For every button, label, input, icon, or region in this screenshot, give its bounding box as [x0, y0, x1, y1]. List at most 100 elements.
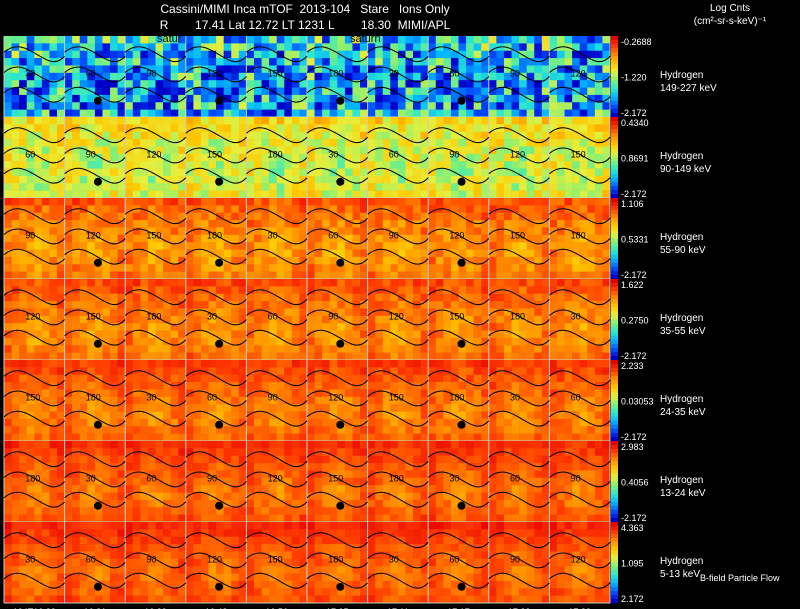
heatmap-cell	[382, 441, 391, 449]
heatmap-cell	[572, 146, 581, 155]
heatmap-cell	[261, 352, 270, 361]
heatmap-cell	[428, 293, 437, 302]
heatmap-cell	[41, 293, 50, 302]
heatmap-cell	[564, 65, 573, 74]
heatmap-cell	[87, 374, 96, 383]
heatmap-cell	[110, 345, 118, 353]
heatmap-cell	[541, 50, 550, 59]
contour-line	[3, 147, 65, 164]
heatmap-cell	[579, 418, 588, 427]
heatmap-cell	[337, 396, 346, 405]
heatmap-cell	[481, 441, 490, 449]
heatmap-cell	[34, 389, 43, 398]
heatmap-cell	[579, 220, 588, 228]
heatmap-cell	[503, 183, 512, 191]
contour-line	[488, 370, 550, 387]
heatmap-cell	[307, 396, 315, 405]
heatmap-cell	[125, 256, 134, 265]
heatmap-cell	[435, 396, 444, 405]
heatmap-cell	[49, 131, 58, 140]
heatmap-cell	[125, 212, 134, 221]
heatmap-cell	[125, 87, 134, 96]
heatmap-cell	[64, 271, 73, 280]
heatmap-cell	[155, 286, 164, 295]
heatmap-cell	[337, 404, 346, 412]
heatmap-cell	[155, 315, 164, 324]
heatmap-cell	[481, 117, 490, 125]
heatmap-cell	[261, 315, 270, 324]
heatmap-cell	[246, 441, 255, 449]
contour-line	[3, 410, 65, 427]
heatmap-cell	[79, 433, 88, 442]
heatmap-cell	[503, 374, 512, 383]
heatmap-cell	[4, 198, 12, 206]
heatmap-cell	[155, 168, 164, 177]
heatmap-cell	[390, 146, 399, 155]
heatmap-cell	[216, 264, 224, 272]
heatmap-cell	[375, 271, 384, 280]
heatmap-cell	[299, 382, 308, 390]
heatmap-cell	[367, 102, 376, 110]
heatmap-cell	[397, 330, 406, 339]
heatmap-cell	[26, 382, 35, 390]
heatmap-cell	[132, 433, 141, 442]
heatmap-cell	[19, 279, 28, 287]
contour-line	[549, 147, 611, 164]
heatmap-cell	[428, 161, 437, 169]
heatmap-cell	[231, 50, 240, 59]
heatmap-cell	[49, 94, 58, 103]
heatmap-cell	[4, 58, 12, 66]
heatmap-cell	[117, 367, 126, 376]
heatmap-cell	[329, 72, 338, 81]
heatmap-cell	[602, 234, 611, 243]
heatmap-cell	[458, 308, 467, 317]
heatmap-cell	[579, 301, 588, 309]
heatmap-cell	[367, 175, 376, 184]
heatmap-cell	[291, 286, 300, 295]
heatmap-cell	[102, 293, 111, 302]
heatmap-cell	[231, 87, 240, 96]
heatmap-cell	[519, 382, 527, 390]
heatmap-cell	[79, 418, 88, 427]
contour-line	[306, 208, 368, 225]
heatmap-cell	[443, 308, 452, 317]
heatmap-cell	[26, 455, 35, 464]
heatmap-cell	[428, 301, 437, 309]
heatmap-cell	[572, 448, 581, 457]
heatmap-cell	[420, 315, 429, 324]
heatmap-cell	[291, 50, 300, 59]
heatmap-cell	[178, 426, 187, 434]
heatmap-cell	[541, 404, 550, 412]
heatmap-cell	[572, 418, 581, 427]
heatmap-cell	[41, 418, 50, 427]
heatmap-cell	[102, 198, 111, 206]
heatmap-cell	[519, 242, 527, 250]
heatmap-cell	[4, 87, 12, 96]
heatmap-cell	[511, 389, 520, 398]
heatmap-cell	[413, 50, 421, 59]
heatmap-cell	[549, 43, 558, 52]
heatmap-cell	[125, 205, 134, 214]
heatmap-cell	[132, 301, 141, 309]
heatmap-cell	[526, 43, 535, 52]
heatmap-cell	[125, 58, 134, 66]
heatmap-cell	[503, 264, 512, 272]
heatmap-cell	[178, 227, 187, 236]
heatmap-cell	[572, 161, 581, 169]
heatmap-cell	[519, 264, 527, 272]
heatmap-cell	[34, 441, 43, 449]
contour-label: 90	[510, 69, 520, 79]
heatmap-cell	[185, 198, 194, 206]
heatmap-cell	[587, 345, 596, 353]
heatmap-cell	[413, 131, 421, 140]
heatmap-cell	[299, 72, 308, 81]
heatmap-cell	[125, 124, 134, 133]
heatmap-cell	[337, 389, 346, 398]
heatmap-cell	[314, 315, 323, 324]
heatmap-cell	[72, 374, 81, 383]
heatmap-cell	[534, 117, 543, 125]
heatmap-cell	[200, 109, 209, 118]
heatmap-cell	[291, 264, 300, 272]
heatmap-cell	[458, 249, 467, 258]
